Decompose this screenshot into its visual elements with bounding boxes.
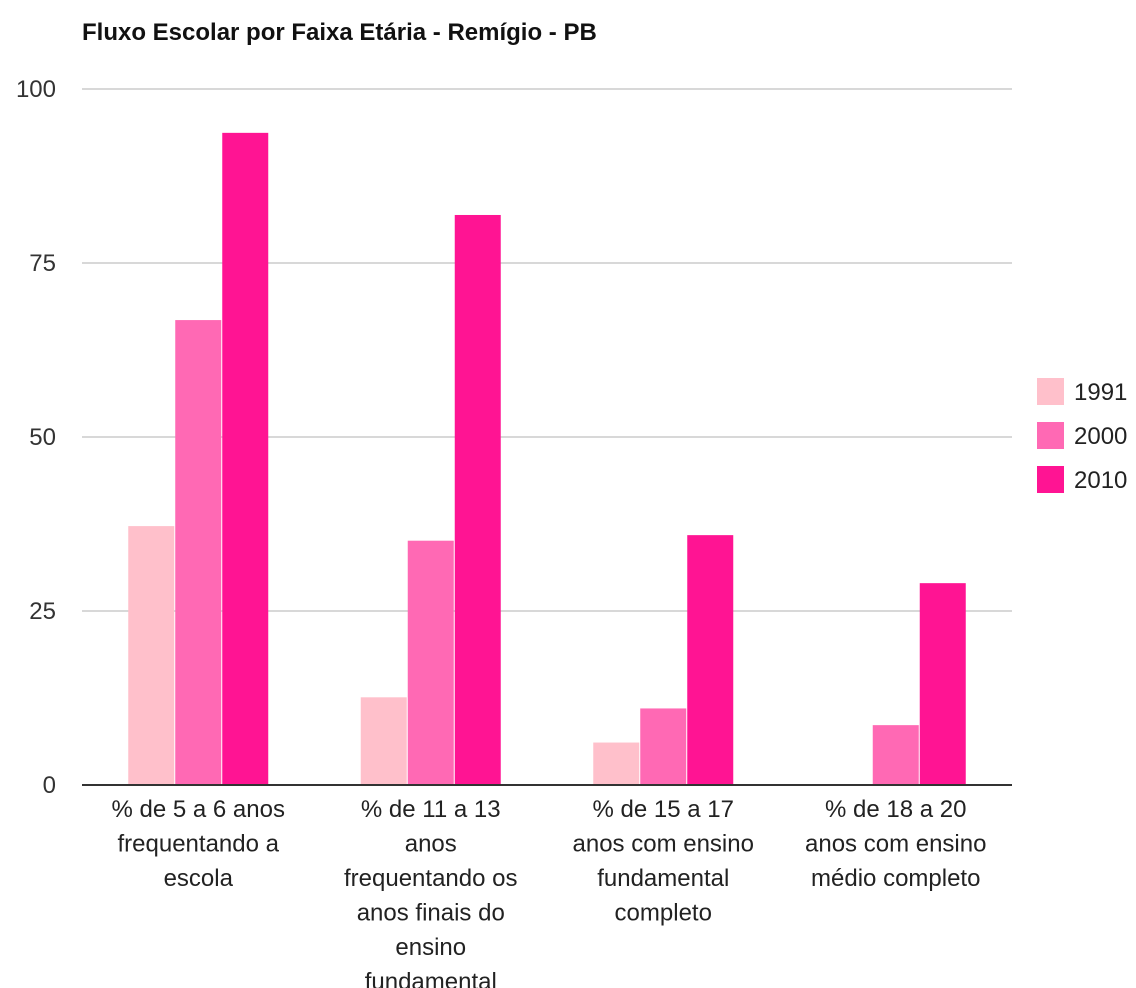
bar-1991-cat3 — [593, 742, 640, 785]
x-category-label: fundamental — [597, 865, 729, 892]
x-axis-labels: % de 5 a 6 anos frequentando a escola % de … — [112, 796, 987, 988]
bar-1991-cat1 — [128, 526, 175, 785]
x-category-label: % de 11 a 13 — [361, 796, 501, 823]
x-category-label: anos com ensino — [573, 831, 754, 858]
bar-2000-cat3 — [640, 708, 687, 785]
x-category-label: anos com ensino — [805, 831, 986, 858]
bar-2000-cat4 — [872, 725, 919, 785]
legend-label-2000: 2000 — [1074, 423, 1127, 450]
bar-2010-cat3 — [687, 535, 734, 785]
legend-swatch-1991 — [1037, 378, 1064, 405]
x-category-label: frequentando os — [344, 865, 517, 892]
y-tick-label: 0 — [43, 772, 56, 799]
x-category-label: % de 5 a 6 anos — [112, 796, 285, 823]
y-tick-label: 100 — [16, 76, 56, 103]
x-category-label: anos — [405, 831, 457, 858]
gridlines — [82, 88, 1012, 612]
x-category-label: % de 15 a 17 — [593, 796, 734, 823]
y-tick-label: 75 — [29, 250, 56, 277]
bar-2000-cat2 — [407, 540, 454, 785]
bar-2010-cat4 — [919, 583, 966, 785]
y-tick-label: 50 — [29, 424, 56, 451]
x-category-label: escola — [164, 865, 234, 892]
x-category-label: médio completo — [811, 865, 980, 892]
x-category-label: completo — [615, 900, 712, 927]
chart-title: Fluxo Escolar por Faixa Etária - Remígio… — [82, 19, 597, 46]
bar-1991-cat2 — [360, 697, 407, 785]
bar-2000-cat1 — [175, 320, 222, 785]
x-category-label: ensino — [395, 934, 466, 961]
x-category-label: fundamental — [365, 969, 497, 988]
bar-2010-cat2 — [454, 214, 501, 785]
legend: 1991 2000 2010 — [1037, 378, 1127, 494]
x-category-label: % de 18 a 20 — [825, 796, 966, 823]
legend-swatch-2010 — [1037, 466, 1064, 493]
legend-swatch-2000 — [1037, 422, 1064, 449]
x-category-label: anos finais do — [357, 900, 505, 927]
y-tick-label: 25 — [29, 598, 56, 625]
legend-label-2010: 2010 — [1074, 467, 1127, 494]
legend-label-1991: 1991 — [1074, 379, 1127, 406]
bar-2010-cat1 — [222, 132, 269, 785]
x-category-label: frequentando a — [118, 831, 280, 858]
y-axis-ticks: 0 25 50 75 100 — [16, 76, 56, 799]
bars — [128, 132, 966, 785]
